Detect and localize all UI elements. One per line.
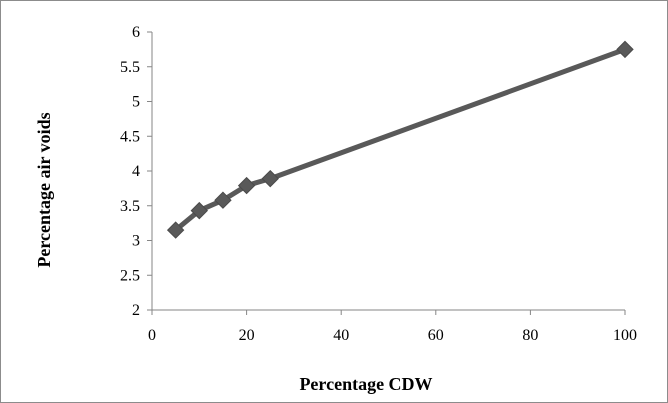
plot-area (166, 40, 634, 239)
data-point-marker (237, 176, 256, 195)
y-tick-label: 6 (132, 24, 140, 41)
x-tick-label: 0 (148, 327, 156, 344)
y-axis-ticks: 2 2.5 3 3.5 4 4.5 5 5.5 6 (120, 24, 152, 319)
series-line (174, 47, 626, 233)
x-tick-label: 60 (428, 327, 444, 344)
x-tick-label: 80 (522, 327, 538, 344)
data-point-marker (166, 221, 185, 239)
x-axis-ticks: 0 20 40 60 80 100 (148, 310, 637, 344)
x-tick-label: 100 (613, 327, 637, 344)
y-tick-label: 2.5 (120, 267, 140, 284)
data-point-marker (616, 40, 634, 59)
y-tick-label: 5 (132, 94, 140, 111)
data-point-marker (261, 169, 279, 188)
x-axis-title: Percentage CDW (299, 374, 432, 394)
y-axis-title: Percentage air voids (34, 112, 54, 267)
y-tick-label: 3.5 (120, 198, 140, 215)
y-tick-label: 4 (132, 163, 140, 180)
x-tick-label: 40 (333, 327, 349, 344)
data-point-marker (190, 201, 209, 220)
y-tick-label: 2 (132, 302, 140, 319)
y-tick-label: 4.5 (120, 128, 140, 145)
x-tick-label: 20 (239, 327, 255, 344)
y-tick-label: 5.5 (120, 59, 140, 76)
y-tick-label: 3 (132, 233, 140, 250)
data-point-marker (214, 191, 232, 209)
